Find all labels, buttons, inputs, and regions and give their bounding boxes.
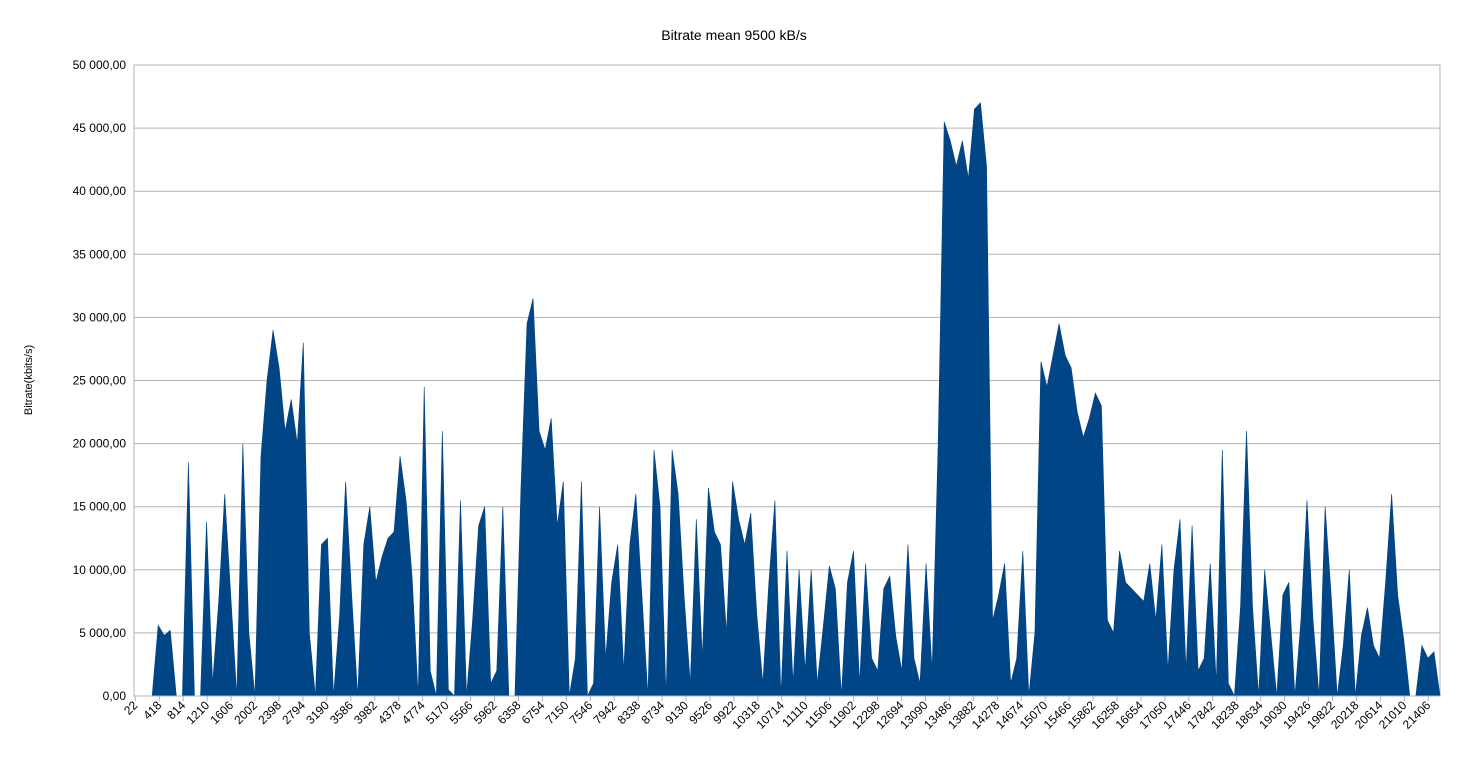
chart-title: Bitrate mean 9500 kB/s (661, 27, 807, 43)
y-axis-title: Bitrate(kbits/s) (23, 345, 35, 415)
x-tick-label: 9526 (686, 698, 715, 727)
x-tick-label: 2794 (279, 698, 308, 727)
x-tick-label: 5962 (471, 698, 500, 727)
x-tick-label: 5170 (423, 698, 452, 727)
x-tick-label: 4774 (399, 698, 428, 727)
x-tick-label: 418 (140, 698, 164, 722)
y-tick-label: 30 000,00 (73, 310, 127, 324)
y-tick-label: 45 000,00 (73, 121, 127, 135)
x-tick-label: 8338 (614, 698, 643, 727)
x-tick-label: 6358 (495, 698, 524, 727)
x-tick-label: 8734 (638, 698, 667, 727)
y-tick-label: 35 000,00 (73, 247, 127, 261)
x-tick-label: 9130 (662, 698, 691, 727)
x-tick-label: 4378 (375, 698, 404, 727)
x-tick-label: 3190 (303, 698, 332, 727)
x-tick-label: 3586 (327, 698, 356, 727)
x-tick-label: 6754 (519, 698, 548, 727)
x-tick-label: 3982 (351, 698, 380, 727)
y-tick-label: 40 000,00 (73, 184, 127, 198)
y-tick-label: 20 000,00 (73, 437, 127, 451)
x-tick-label: 7942 (591, 698, 620, 727)
x-tick-label: 2398 (255, 698, 284, 727)
x-tick-label: 7546 (567, 698, 596, 727)
y-tick-label: 15 000,00 (73, 500, 127, 514)
y-tick-label: 5 000,00 (79, 626, 126, 640)
x-tick-label: 21406 (1400, 698, 1434, 732)
y-tick-label: 25 000,00 (73, 374, 127, 388)
y-tick-label: 50 000,00 (73, 58, 127, 72)
y-tick-label: 0,00 (103, 689, 127, 703)
y-tick-label: 10 000,00 (73, 563, 127, 577)
x-tick-label: 2002 (231, 698, 260, 727)
x-tick-label: 1606 (207, 698, 236, 727)
x-tick-label: 10714 (753, 698, 787, 732)
x-tick-label: 7150 (543, 698, 572, 727)
x-tick-label: 1210 (184, 698, 213, 727)
area (134, 102, 1441, 698)
x-tick-label: 5566 (447, 698, 476, 727)
